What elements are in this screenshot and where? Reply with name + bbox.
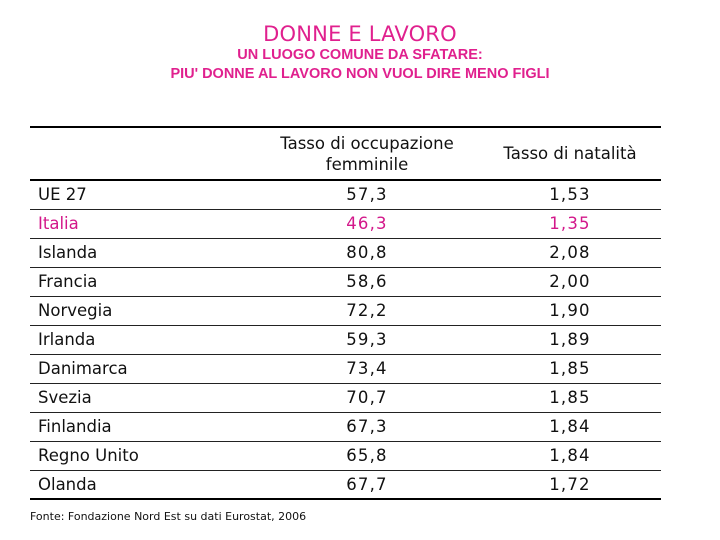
subtitle-line-2: PIU' DONNE AL LAVORO NON VUOL DIRE MENO …: [170, 66, 550, 82]
header-occupation-line-2: femminile: [325, 154, 409, 174]
table-row: Francia 58,6 2,00: [30, 267, 661, 296]
page-title: DONNE E LAVORO: [263, 22, 457, 46]
cell-occupation: 80,8: [346, 243, 388, 262]
cell-birth-rate: 1,85: [549, 388, 591, 407]
header-birth-rate: Tasso di natalità: [503, 144, 637, 163]
cell-birth-rate: 2,00: [549, 272, 591, 291]
table-row: UE 27 57,3 1,53: [30, 180, 661, 209]
cell-occupation: 67,3: [346, 417, 388, 436]
cell-country: Svezia: [38, 388, 92, 407]
cell-occupation: 73,4: [346, 359, 388, 378]
source-note: Fonte: Fondazione Nord Est su dati Euros…: [30, 510, 307, 523]
table-row-highlighted: Italia 46,3 1,35: [30, 209, 661, 238]
cell-birth-rate: 1,84: [549, 417, 591, 436]
cell-occupation: 70,7: [346, 388, 388, 407]
cell-country: Finlandia: [38, 417, 112, 436]
table-row: Svezia 70,7 1,85: [30, 383, 661, 412]
header-occupation-line-1: Tasso di occupazione: [280, 133, 454, 153]
table-row: Olanda 67,7 1,72: [30, 470, 661, 499]
cell-occupation: 58,6: [346, 272, 388, 291]
table-row: Finlandia 67,3 1,84: [30, 412, 661, 441]
table-row: Regno Unito 65,8 1,84: [30, 441, 661, 470]
cell-birth-rate: 1,35: [549, 214, 591, 233]
cell-birth-rate: 1,72: [549, 474, 591, 494]
cell-birth-rate: 1,89: [549, 330, 591, 349]
table-header-row: Tasso di occupazione femminile Tasso di …: [30, 127, 661, 180]
cell-occupation: 59,3: [346, 330, 388, 349]
cell-country: Norvegia: [38, 301, 113, 320]
cell-country: UE 27: [38, 185, 87, 205]
cell-birth-rate: 1,84: [549, 446, 591, 465]
cell-occupation: 46,3: [346, 214, 388, 233]
cell-country: Regno Unito: [38, 446, 139, 465]
cell-birth-rate: 1,53: [549, 185, 591, 205]
table-row: Irlanda 59,3 1,89: [30, 325, 661, 354]
cell-country: Islanda: [38, 243, 98, 262]
cell-birth-rate: 1,85: [549, 359, 591, 378]
cell-occupation: 65,8: [346, 446, 388, 465]
cell-birth-rate: 1,90: [549, 301, 591, 320]
cell-country: Francia: [38, 272, 98, 291]
table-row: Norvegia 72,2 1,90: [30, 296, 661, 325]
data-table: Tasso di occupazione femminile Tasso di …: [30, 126, 661, 500]
table-row: Islanda 80,8 2,08: [30, 238, 661, 267]
header-country: [30, 127, 255, 180]
cell-birth-rate: 2,08: [549, 243, 591, 262]
cell-country: Danimarca: [38, 359, 128, 378]
cell-occupation: 57,3: [346, 185, 388, 205]
subtitle-line-1: UN LUOGO COMUNE DA SFATARE:: [237, 47, 483, 63]
cell-country: Olanda: [38, 474, 97, 494]
cell-occupation: 67,7: [346, 474, 388, 494]
table-row: Danimarca 73,4 1,85: [30, 354, 661, 383]
header-occupation: Tasso di occupazione femminile: [255, 127, 479, 180]
cell-occupation: 72,2: [346, 301, 388, 320]
cell-country: Irlanda: [38, 330, 96, 349]
cell-country: Italia: [38, 214, 79, 233]
